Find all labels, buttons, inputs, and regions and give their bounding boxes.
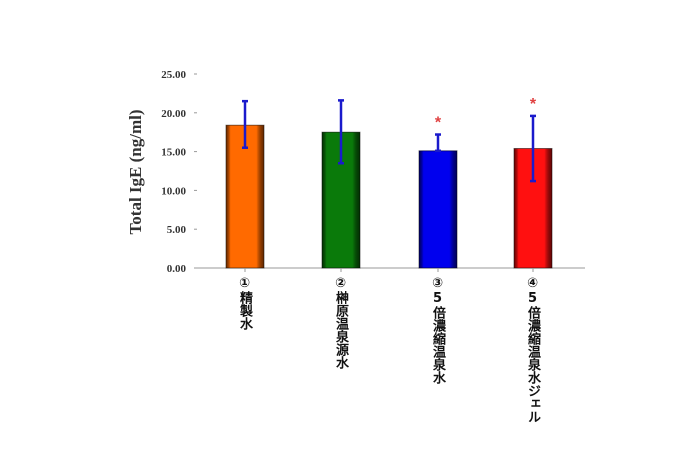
x-category-label: ②榊原温泉源水 bbox=[333, 276, 348, 369]
y-tick-label: 20.00 bbox=[161, 108, 186, 120]
y-axis-label: Total IgE (ng/ml) bbox=[126, 109, 145, 234]
y-tick-label: 25.00 bbox=[161, 69, 186, 81]
bar-shading bbox=[418, 150, 458, 269]
y-tick-label: 0.00 bbox=[167, 263, 187, 275]
y-tick-label: 15.00 bbox=[161, 147, 186, 159]
significance-marker: * bbox=[530, 96, 537, 113]
significance-marker: * bbox=[435, 115, 442, 132]
x-category-label: ①精製水 bbox=[237, 276, 252, 330]
y-tick-label: 5.00 bbox=[167, 224, 187, 236]
y-tick-label: 10.00 bbox=[161, 185, 186, 197]
x-category-label: ④5倍濃縮温泉水ジェル bbox=[525, 276, 540, 423]
x-category-label: ③5倍濃縮温泉水 bbox=[430, 276, 445, 384]
